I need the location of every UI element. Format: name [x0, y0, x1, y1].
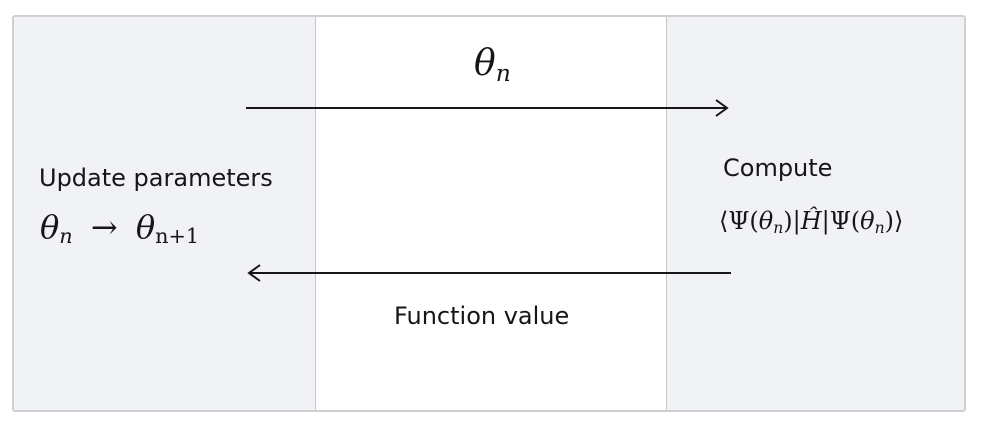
theta-symbol: θ	[135, 208, 156, 246]
ket-open: |Ψ(	[821, 207, 861, 235]
theta-symbol: θ	[40, 208, 60, 246]
subscript-n-plus-1: n+1	[155, 224, 200, 249]
right-panel	[666, 17, 964, 410]
subscript-n: n	[874, 218, 885, 237]
left-panel	[14, 17, 316, 410]
subscript-n: n	[59, 224, 73, 249]
top-arrow-label: θn	[474, 44, 511, 93]
left-panel-formula: θn → θn+1	[40, 208, 199, 255]
subscript-n: n	[773, 218, 784, 237]
left-panel-title: Update parameters	[39, 164, 273, 192]
right-panel-title: Compute	[723, 154, 833, 182]
bottom-arrow-label: Function value	[394, 302, 570, 330]
diagram-frame	[12, 15, 966, 412]
ket-close: )⟩	[884, 207, 904, 235]
bra-close: )|	[783, 207, 801, 235]
bra-open: ⟨Ψ(	[719, 207, 759, 235]
theta-symbol: θ	[860, 207, 875, 235]
right-arrow-symbol: →	[90, 208, 118, 246]
middle-panel	[316, 17, 666, 410]
right-panel-formula: ⟨Ψ(θn)|Ĥ|Ψ(θn)⟩	[719, 203, 903, 246]
theta-symbol: θ	[474, 43, 496, 84]
theta-symbol: θ	[758, 207, 774, 235]
hamiltonian-symbol: Ĥ	[800, 207, 822, 235]
subscript-n: n	[495, 58, 511, 87]
